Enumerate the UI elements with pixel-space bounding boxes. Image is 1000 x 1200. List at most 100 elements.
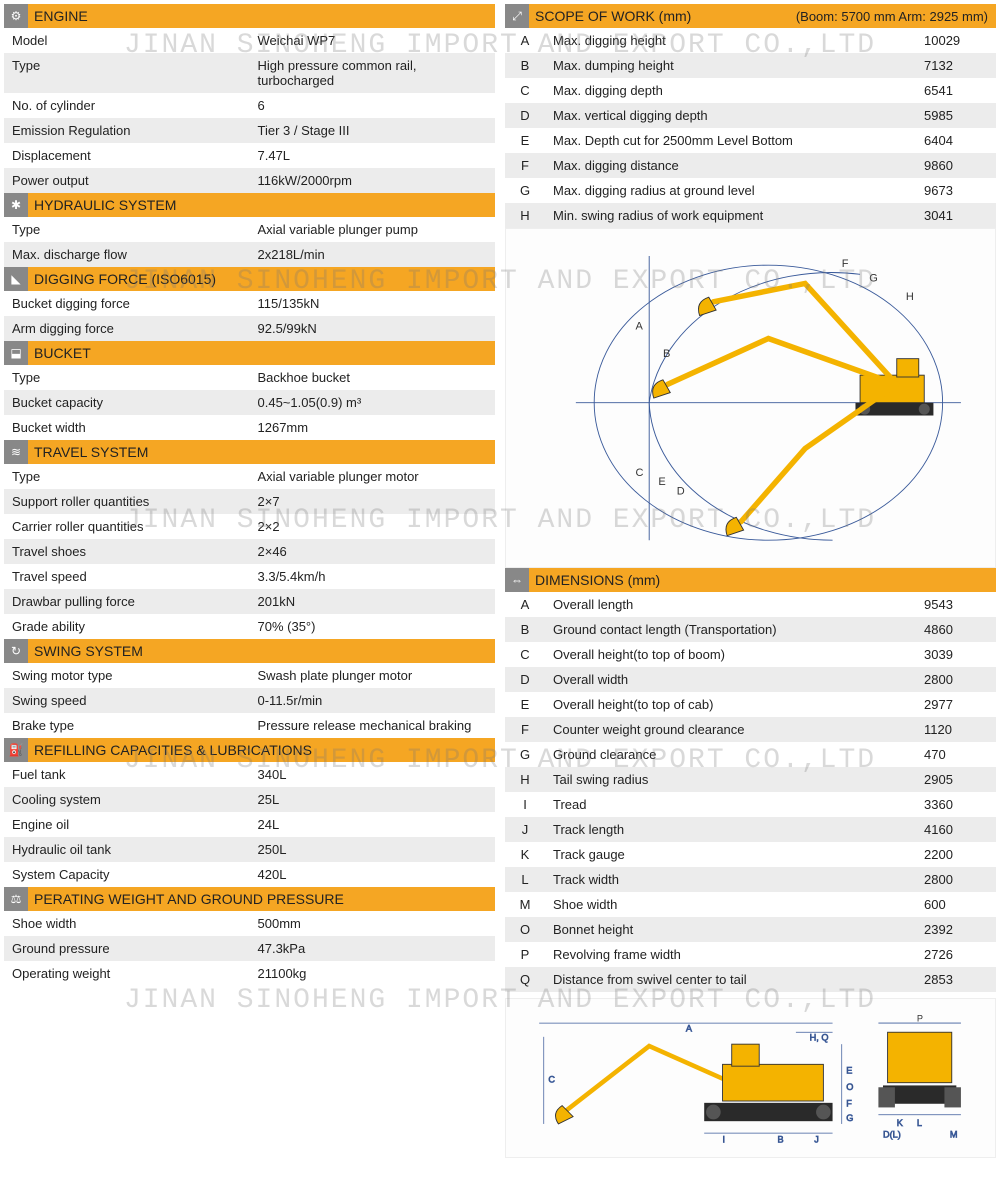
svg-text:K: K [897, 1118, 903, 1128]
table-row: JTrack length4160 [505, 817, 996, 842]
spec-value: 6541 [916, 78, 996, 103]
svg-text:H, Q: H, Q [810, 1032, 829, 1042]
spec-letter: F [505, 153, 545, 178]
svg-text:D: D [677, 485, 685, 497]
table-row: GMax. digging radius at ground level9673 [505, 178, 996, 203]
spec-label: Type [4, 464, 250, 489]
table-row: EOverall height(to top of cab)2977 [505, 692, 996, 717]
spec-label: Shoe width [545, 892, 916, 917]
table-row: Operating weight21100kg [4, 961, 495, 986]
spec-value: 70% (35°) [250, 614, 496, 639]
spec-label: Brake type [4, 713, 250, 738]
spec-value: 25L [250, 787, 496, 812]
spec-table: Bucket digging force115/135kNArm digging… [4, 291, 495, 341]
spec-label: Tread [545, 792, 916, 817]
spec-table: AOverall length9543BGround contact lengt… [505, 592, 996, 992]
spec-value: 10029 [916, 28, 996, 53]
spec-value: 116kW/2000rpm [250, 168, 496, 193]
table-row: Hydraulic oil tank250L [4, 837, 495, 862]
table-row: BGround contact length (Transportation)4… [505, 617, 996, 642]
table-row: Travel speed3.3/5.4km/h [4, 564, 495, 589]
svg-text:D(L): D(L) [883, 1130, 901, 1140]
spec-label: Arm digging force [4, 316, 250, 341]
spec-value: 7.47L [250, 143, 496, 168]
spec-label: Hydraulic oil tank [4, 837, 250, 862]
spec-value: 2×2 [250, 514, 496, 539]
spec-letter: D [505, 667, 545, 692]
table-row: Displacement7.47L [4, 143, 495, 168]
spec-letter: F [505, 717, 545, 742]
spec-value: 2×7 [250, 489, 496, 514]
spec-label: Type [4, 53, 250, 93]
svg-text:B: B [663, 348, 670, 360]
spec-table: ModelWeichai WP7TypeHigh pressure common… [4, 28, 495, 193]
spec-label: Tail swing radius [545, 767, 916, 792]
table-row: Swing speed0-11.5r/min [4, 688, 495, 713]
spec-label: Max. dumping height [545, 53, 916, 78]
spec-letter: C [505, 78, 545, 103]
table-row: No. of cylinder6 [4, 93, 495, 118]
svg-text:F: F [842, 258, 849, 270]
table-row: Ground pressure47.3kPa [4, 936, 495, 961]
table-row: ModelWeichai WP7 [4, 28, 495, 53]
section-title: ENGINE [34, 8, 88, 24]
spec-label: Operating weight [4, 961, 250, 986]
spec-letter: I [505, 792, 545, 817]
spec-label: Grade ability [4, 614, 250, 639]
spec-label: Min. swing radius of work equipment [545, 203, 916, 228]
section-title: SWING SYSTEM [34, 643, 143, 659]
spec-label: Bucket digging force [4, 291, 250, 316]
spec-letter: C [505, 642, 545, 667]
spec-label: Ground pressure [4, 936, 250, 961]
section-title: DIGGING FORCE (ISO6015) [34, 271, 216, 287]
spec-letter: E [505, 692, 545, 717]
svg-text:E: E [847, 1065, 853, 1075]
svg-text:F: F [847, 1098, 853, 1108]
spec-label: Max. discharge flow [4, 242, 250, 267]
svg-text:A: A [636, 320, 644, 332]
spec-label: Emission Regulation [4, 118, 250, 143]
spec-label: Max. digging distance [545, 153, 916, 178]
svg-text:B: B [778, 1134, 784, 1144]
spec-label: Engine oil [4, 812, 250, 837]
section-title: DIMENSIONS (mm) [535, 572, 660, 588]
spec-label: Shoe width [4, 911, 250, 936]
table-row: Carrier roller quantities2×2 [4, 514, 495, 539]
spec-value: 3041 [916, 203, 996, 228]
spec-value: 1267mm [250, 415, 496, 440]
table-row: Grade ability70% (35°) [4, 614, 495, 639]
spec-table: AMax. digging height10029BMax. dumping h… [505, 28, 996, 228]
section-header: ⛽REFILLING CAPACITIES & LUBRICATIONS [4, 738, 495, 762]
section-icon: ≋ [4, 440, 28, 464]
spec-letter: G [505, 742, 545, 767]
spec-letter: Q [505, 967, 545, 992]
table-row: Support roller quantities2×7 [4, 489, 495, 514]
spec-letter: P [505, 942, 545, 967]
table-row: PRevolving frame width2726 [505, 942, 996, 967]
table-row: Fuel tank340L [4, 762, 495, 787]
spec-value: 6404 [916, 128, 996, 153]
spec-label: Carrier roller quantities [4, 514, 250, 539]
spec-value: 500mm [250, 911, 496, 936]
spec-value: Tier 3 / Stage III [250, 118, 496, 143]
spec-value: 600 [916, 892, 996, 917]
svg-text:M: M [950, 1130, 958, 1140]
table-row: LTrack width2800 [505, 867, 996, 892]
svg-text:H: H [906, 291, 914, 303]
table-row: FCounter weight ground clearance1120 [505, 717, 996, 742]
excavator-range-svg: F G H A B C E D [530, 246, 970, 550]
table-row: Arm digging force92.5/99kN [4, 316, 495, 341]
spec-value: 92.5/99kN [250, 316, 496, 341]
table-row: System Capacity420L [4, 862, 495, 887]
spec-value: 2200 [916, 842, 996, 867]
table-row: Swing motor typeSwash plate plunger moto… [4, 663, 495, 688]
spec-label: Counter weight ground clearance [545, 717, 916, 742]
table-row: TypeAxial variable plunger pump [4, 217, 495, 242]
table-row: Max. discharge flow2x218L/min [4, 242, 495, 267]
section-icon: ⤢ [505, 4, 529, 28]
table-row: Bucket digging force115/135kN [4, 291, 495, 316]
table-row: DOverall width2800 [505, 667, 996, 692]
spec-letter: E [505, 128, 545, 153]
spec-label: Max. Depth cut for 2500mm Level Bottom [545, 128, 916, 153]
spec-label: Travel speed [4, 564, 250, 589]
